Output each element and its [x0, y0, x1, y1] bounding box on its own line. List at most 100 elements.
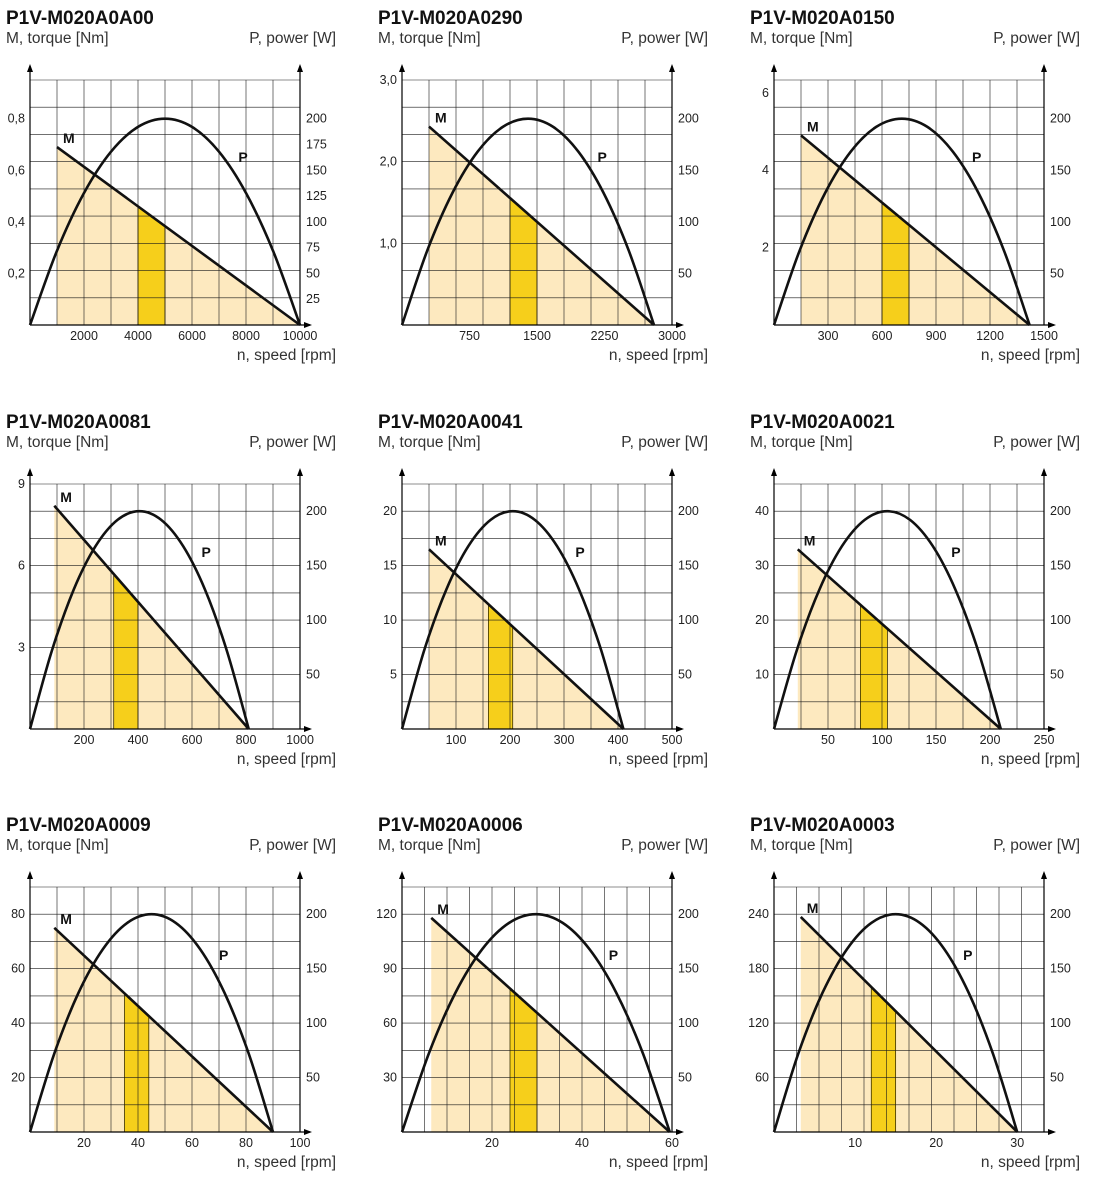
y-axis-left-arrow — [771, 64, 777, 72]
y2-tick-label: 100 — [678, 1016, 699, 1030]
x-tick-label: 800 — [236, 733, 257, 747]
y2-axis-label: P, power [W] — [621, 30, 708, 47]
chart-plot: 300 600 900 1200 1500 2 4 6 50 100 150 200 M P — [762, 64, 1071, 343]
x-axis-label: n, speed [rpm] — [608, 347, 708, 364]
x-axis-label: n, speed [rpm] — [608, 1154, 708, 1171]
y-axis-right-arrow — [669, 468, 675, 476]
y-tick-label: 60 — [755, 1071, 769, 1085]
y2-tick-label: 200 — [306, 112, 327, 126]
x-tick-label: 750 — [459, 329, 480, 343]
x-tick-label: 2000 — [70, 329, 98, 343]
chart-panel: P1V-M020A0290 M, torque [Nm] P, power [W] n… — [372, 6, 744, 386]
y-axis-label: M, torque [Nm] — [378, 837, 481, 854]
operating-area — [429, 549, 624, 729]
x-tick-label: 600 — [182, 733, 203, 747]
chart-plot: 20 40 60 30 60 90 120 50 100 150 200 M P — [376, 871, 699, 1150]
torque-curve-label: M — [435, 532, 447, 548]
chart-plot: 20 40 60 80 100 20 40 60 80 50 100 150 200 M P — [11, 871, 327, 1150]
x-axis-label: n, speed [rpm] — [980, 751, 1080, 768]
x-tick-label: 200 — [74, 733, 95, 747]
y2-tick-label: 50 — [1050, 1071, 1064, 1085]
chart-title: P1V-M020A0290 — [378, 8, 523, 29]
y-axis-right-arrow — [669, 871, 675, 879]
y2-tick-label: 50 — [306, 1071, 320, 1085]
y-tick-label: 0,2 — [8, 266, 25, 280]
power-curve — [28, 117, 302, 326]
x-tick-label: 4000 — [124, 329, 152, 343]
x-tick-label: 10 — [848, 1136, 862, 1150]
x-tick-label: 50 — [821, 733, 835, 747]
x-tick-label: 80 — [239, 1136, 253, 1150]
torque-curve-label: M — [807, 900, 819, 916]
y2-axis-label: P, power [W] — [249, 837, 336, 854]
y-axis-label: M, torque [Nm] — [378, 30, 481, 47]
y2-tick-label: 50 — [1050, 266, 1064, 280]
torque-line — [796, 548, 1002, 730]
y-tick-label: 30 — [755, 559, 769, 573]
power-curve-label: P — [951, 544, 960, 560]
y-tick-label: 80 — [11, 907, 25, 921]
y-axis-right-arrow — [297, 64, 303, 72]
y2-tick-label: 200 — [306, 504, 327, 518]
power-curve-label: P — [201, 544, 210, 560]
torque-line — [428, 125, 655, 326]
x-axis-arrow — [304, 726, 312, 732]
power-curve-label: P — [597, 149, 606, 165]
y-axis-right-arrow — [297, 468, 303, 476]
y2-tick-label: 50 — [678, 266, 692, 280]
y-tick-label: 15 — [383, 559, 397, 573]
y-tick-label: 10 — [755, 668, 769, 682]
torque-curve-label: M — [437, 901, 449, 917]
power-curve — [772, 509, 1003, 730]
chart-plot: 50 100 150 200 250 10 20 30 40 50 100 150 200 M P — [755, 468, 1071, 747]
y2-tick-label: 150 — [1050, 559, 1071, 573]
x-axis-arrow — [1048, 726, 1056, 732]
power-curve-label: P — [609, 947, 618, 963]
chart-title: P1V-M020A0150 — [750, 8, 895, 29]
torque-line — [428, 548, 625, 730]
chart-plot: 100 200 300 400 500 5 10 15 20 50 100 150 200 M P — [383, 468, 699, 747]
y-tick-label: 120 — [748, 1016, 769, 1030]
x-tick-label: 300 — [818, 329, 839, 343]
x-tick-label: 10000 — [283, 329, 318, 343]
y2-tick-label: 150 — [1050, 962, 1071, 976]
x-tick-label: 900 — [926, 329, 947, 343]
x-axis-label: n, speed [rpm] — [980, 1154, 1080, 1171]
power-curve-label: P — [963, 947, 972, 963]
y-tick-label: 5 — [390, 668, 397, 682]
y2-tick-label: 150 — [678, 163, 699, 177]
x-tick-label: 8000 — [232, 329, 260, 343]
y2-tick-label: 75 — [306, 241, 320, 255]
torque-curve-label: M — [435, 110, 447, 126]
y2-tick-label: 50 — [306, 668, 320, 682]
y-tick-label: 120 — [376, 907, 397, 921]
y2-tick-label: 100 — [678, 215, 699, 229]
x-axis-arrow — [676, 322, 684, 328]
x-tick-label: 100 — [446, 733, 467, 747]
y2-tick-label: 125 — [306, 189, 327, 203]
y-tick-label: 40 — [11, 1016, 25, 1030]
y2-tick-label: 200 — [678, 504, 699, 518]
power-curve-label: P — [219, 947, 228, 963]
x-tick-label: 1200 — [976, 329, 1004, 343]
y-axis-right-arrow — [1041, 64, 1047, 72]
x-axis-arrow — [1048, 1129, 1056, 1135]
y-tick-label: 4 — [762, 163, 769, 177]
y-tick-label: 2 — [762, 241, 769, 255]
x-axis-arrow — [676, 726, 684, 732]
y-tick-label: 240 — [748, 907, 769, 921]
y2-axis-label: P, power [W] — [993, 30, 1080, 47]
power-curve — [28, 509, 250, 730]
y-tick-label: 0,8 — [8, 112, 25, 126]
torque-line — [800, 134, 1031, 327]
y-tick-label: 60 — [11, 962, 25, 976]
x-tick-label: 6000 — [178, 329, 206, 343]
y-tick-label: 30 — [383, 1071, 397, 1085]
y-axis-left-arrow — [771, 871, 777, 879]
x-tick-label: 60 — [665, 1136, 679, 1150]
chart-title: P1V-M020A0003 — [750, 815, 895, 836]
y-axis-label: M, torque [Nm] — [750, 837, 853, 854]
x-tick-label: 40 — [575, 1136, 589, 1150]
y2-tick-label: 200 — [678, 907, 699, 921]
